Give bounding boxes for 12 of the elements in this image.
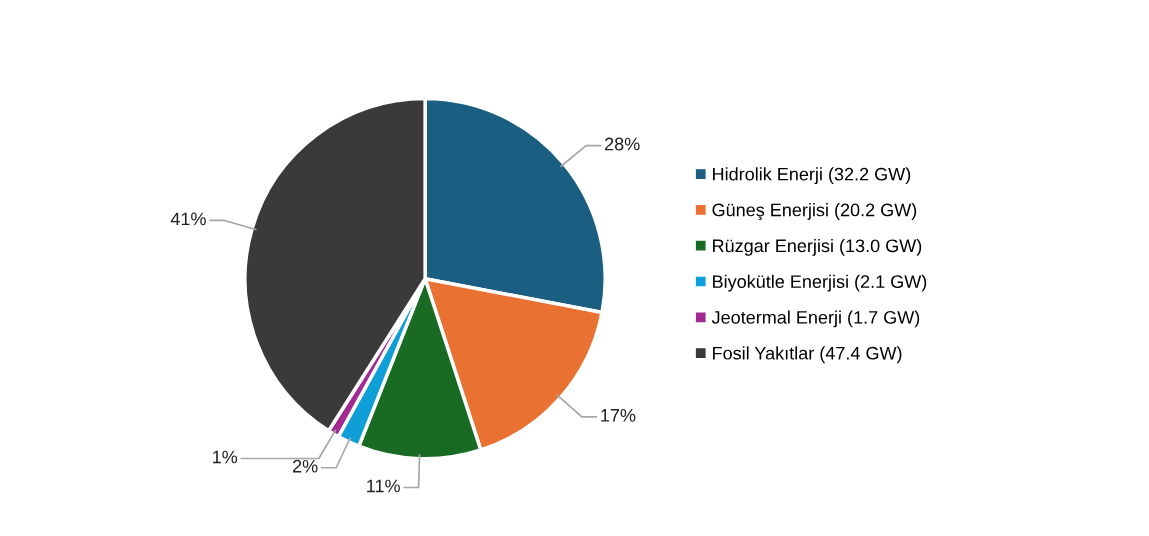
data-label: 17%	[601, 409, 636, 422]
data-label: 28%	[605, 137, 640, 151]
data-label: 1%	[213, 450, 238, 464]
legend-label: Güneş Enerjisi (20.2 GW)	[712, 203, 917, 220]
data-label: 11%	[367, 479, 400, 493]
legend-label: Hidrolik Enerji (32.2 GW)	[713, 167, 911, 185]
legend-label: Jeotermal Enerji (1.7 GW)	[711, 310, 920, 328]
legend-label: Biyokütle Enerjisi (2.1 GW)	[713, 274, 927, 292]
legend-label: Rüzgar Enerjisi (13.0 GW)	[713, 238, 922, 256]
data-label: 41%	[170, 212, 206, 226]
legend-label: Fosil Yakıtlar (47.4 GW)	[713, 346, 902, 364]
data-label: 2%	[292, 459, 318, 473]
